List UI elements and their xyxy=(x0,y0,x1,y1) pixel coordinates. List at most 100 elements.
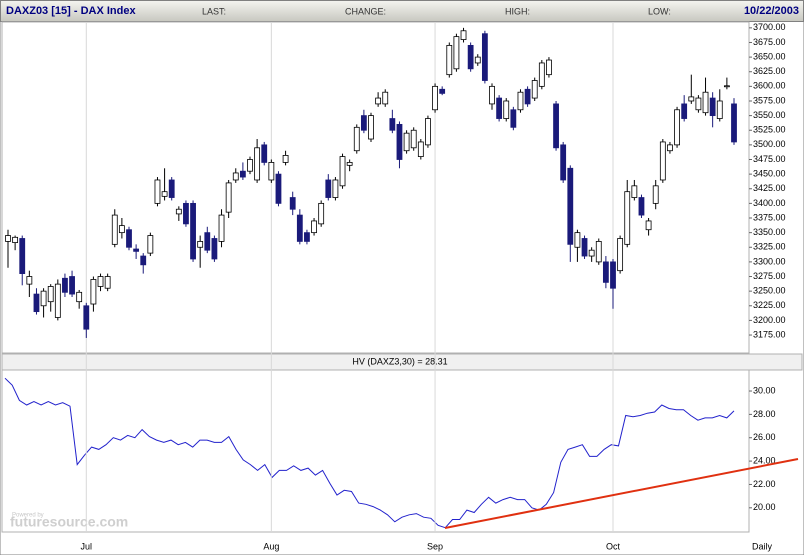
candle-body xyxy=(140,255,147,266)
y-tick-label: 26.00 xyxy=(753,432,776,442)
y-tick-label: 3575.00 xyxy=(753,95,786,105)
y-tick-label: 3425.00 xyxy=(753,183,786,193)
candle-body xyxy=(289,197,296,210)
candle-body xyxy=(339,156,346,187)
candle-body xyxy=(204,232,211,251)
candle-body xyxy=(510,109,517,128)
trend-line xyxy=(444,458,799,529)
y-tick-label: 3500.00 xyxy=(753,139,786,149)
candle-body xyxy=(154,179,161,204)
candle-body xyxy=(723,85,730,88)
candle-body xyxy=(118,225,125,234)
candle-body xyxy=(282,155,289,163)
candle-body xyxy=(716,100,723,119)
candle-body xyxy=(261,144,268,163)
candle-body xyxy=(667,144,673,152)
candle-body xyxy=(602,261,609,283)
y-tick-label: 30.00 xyxy=(753,385,776,395)
candle-body xyxy=(97,276,104,287)
candle-body xyxy=(12,236,19,243)
candle-body xyxy=(681,103,688,119)
candle-body xyxy=(26,276,33,285)
candle-body xyxy=(517,91,524,111)
candle-body xyxy=(197,241,204,248)
chart-date: 10/22/2003 xyxy=(744,5,799,17)
y-tick-label: 3275.00 xyxy=(753,271,786,281)
x-tick-label: Oct xyxy=(606,541,621,551)
candle-body xyxy=(346,162,353,166)
candle-body xyxy=(268,162,275,181)
candle-body xyxy=(382,91,389,105)
candle-body xyxy=(731,103,737,143)
y-tick-label: 24.00 xyxy=(753,455,776,465)
frequency-label: Daily xyxy=(752,541,773,551)
candle-body xyxy=(375,97,382,105)
candle-body xyxy=(332,179,339,198)
candle-body xyxy=(318,202,325,225)
candle-body xyxy=(631,185,638,198)
candle-body xyxy=(76,291,83,303)
candle-body xyxy=(211,238,218,260)
candle-body xyxy=(574,232,581,248)
y-tick-label: 3650.00 xyxy=(753,51,786,61)
candle-body xyxy=(624,191,631,245)
candle-body xyxy=(275,173,282,204)
candle-body xyxy=(538,62,545,87)
candle-body xyxy=(368,115,374,140)
y-tick-label: 3175.00 xyxy=(753,329,786,339)
candle-body xyxy=(446,45,453,76)
candle-body xyxy=(617,238,624,272)
y-tick-label: 3300.00 xyxy=(753,256,786,266)
candle-body xyxy=(47,286,54,303)
candle-body xyxy=(389,118,396,131)
x-tick-label: Sep xyxy=(427,541,443,551)
candle-body xyxy=(111,214,118,245)
field-label: LOW: xyxy=(648,6,671,16)
candle-body xyxy=(453,36,460,70)
candle-body xyxy=(90,279,97,305)
candle-body xyxy=(311,220,317,234)
candle-body xyxy=(161,191,168,197)
candle-body xyxy=(425,118,431,146)
field-label: CHANGE: xyxy=(345,6,386,16)
y-tick-label: 3600.00 xyxy=(753,81,786,91)
candle-body xyxy=(546,59,552,76)
candle-body xyxy=(496,97,503,119)
y-tick-label: 3250.00 xyxy=(753,286,786,296)
candle-body xyxy=(168,179,175,198)
candle-body xyxy=(126,229,132,248)
y-tick-label: 3350.00 xyxy=(753,227,786,237)
candle-body xyxy=(133,248,140,252)
y-tick-label: 3475.00 xyxy=(753,154,786,164)
candle-body xyxy=(410,129,417,149)
candle-body xyxy=(439,88,446,94)
watermark: futuresource.com xyxy=(10,514,128,530)
candle-body xyxy=(54,283,61,318)
candle-body xyxy=(581,238,588,257)
candle-body xyxy=(69,276,75,295)
candle-body xyxy=(325,179,332,198)
candle-body xyxy=(183,202,189,225)
y-tick-label: 3625.00 xyxy=(753,66,786,76)
candle-body xyxy=(610,261,616,289)
y-tick-label: 3400.00 xyxy=(753,198,786,208)
y-tick-label: 3675.00 xyxy=(753,37,786,47)
candle-body xyxy=(503,100,510,119)
candle-body xyxy=(467,45,474,70)
watermark-small: Powered by xyxy=(12,513,44,519)
candle-body xyxy=(524,88,531,105)
candle-body xyxy=(19,238,26,274)
y-tick-label: 3200.00 xyxy=(753,315,786,325)
y-tick-label: 22.00 xyxy=(753,479,776,489)
candle-body xyxy=(553,103,559,149)
candle-body xyxy=(688,96,695,102)
candle-body xyxy=(254,147,261,181)
x-tick-label: Jul xyxy=(81,541,93,551)
y-tick-label: 3700.00 xyxy=(753,22,786,32)
candle-body xyxy=(190,202,196,260)
candle-body xyxy=(33,293,40,313)
candle-body xyxy=(175,208,182,215)
candle-body xyxy=(481,33,488,81)
candle-body xyxy=(62,277,68,293)
candle-body xyxy=(674,109,680,146)
